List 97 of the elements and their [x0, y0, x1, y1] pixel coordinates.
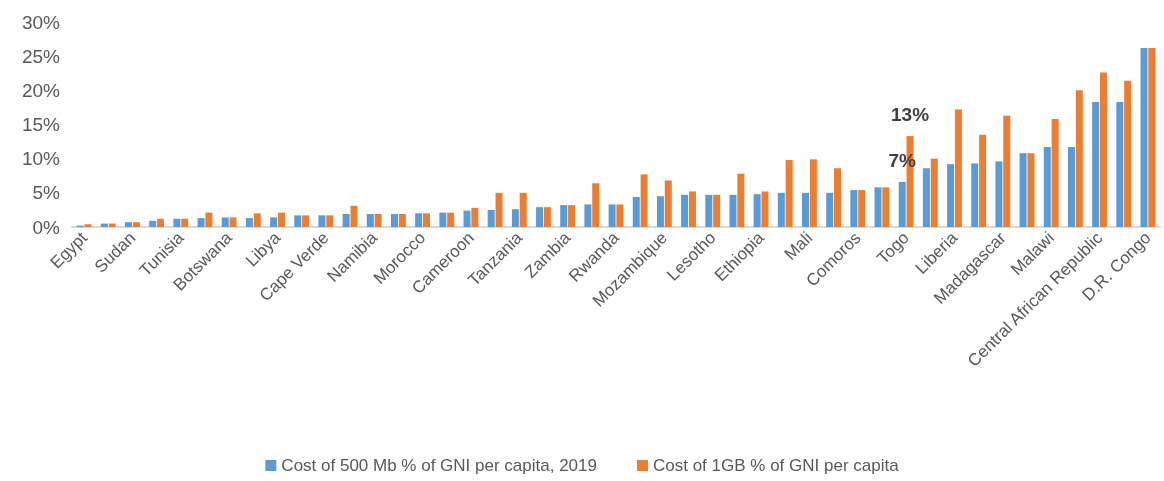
- bar: [954, 109, 962, 227]
- bar: [802, 192, 809, 227]
- bar: [447, 212, 455, 227]
- bar: [1116, 101, 1124, 227]
- bar: [1148, 47, 1156, 227]
- bar: [245, 218, 253, 227]
- bar: [495, 192, 503, 227]
- bar: [277, 212, 285, 227]
- bar: [560, 205, 568, 227]
- bar: [294, 215, 302, 227]
- bar: [656, 196, 664, 227]
- y-tick-label: 30%: [21, 11, 61, 33]
- bar: [608, 204, 616, 227]
- data-label: 13%: [891, 104, 930, 126]
- bar: [858, 190, 866, 227]
- bar: [318, 215, 326, 227]
- bar: [809, 159, 817, 227]
- y-tick-label: 0%: [32, 216, 61, 238]
- bar: [157, 218, 165, 227]
- bar: [463, 210, 471, 227]
- y-tick-label: 25%: [21, 45, 61, 67]
- bar: [302, 215, 310, 227]
- bar: [930, 158, 938, 227]
- bar: [350, 205, 358, 227]
- bar: [979, 134, 987, 227]
- bar: [882, 187, 890, 227]
- bar: [737, 173, 745, 227]
- bar: [616, 204, 624, 227]
- bar: [592, 183, 600, 227]
- bar: [705, 194, 713, 227]
- bar: [181, 218, 189, 227]
- bar: [149, 220, 157, 227]
- bar: [270, 217, 278, 227]
- bar: [1140, 47, 1148, 227]
- bar: [132, 222, 140, 227]
- bar: [777, 192, 785, 227]
- bar: [761, 191, 769, 227]
- bar: [753, 194, 761, 227]
- bar: [366, 214, 374, 227]
- bar: [390, 214, 398, 227]
- bar: [995, 161, 1003, 227]
- legend-label: Cost of 1GB % of GNI per capita: [652, 456, 900, 475]
- bar: [1027, 153, 1035, 227]
- bar: [826, 192, 834, 227]
- bar: [487, 209, 495, 227]
- bar: [423, 213, 430, 227]
- bar: [947, 164, 955, 227]
- bar: [688, 191, 696, 227]
- bar: [253, 213, 261, 227]
- bar: [785, 160, 793, 227]
- bar: [834, 168, 842, 227]
- bar: [374, 214, 382, 227]
- bar: [1043, 147, 1051, 227]
- bar: [1003, 115, 1011, 227]
- y-tick-label: 15%: [21, 114, 61, 135]
- bar: [898, 181, 906, 227]
- bar: [1019, 153, 1027, 227]
- bar: [681, 194, 689, 227]
- bar: [729, 194, 737, 227]
- bar: [326, 215, 334, 227]
- bar: [439, 212, 447, 227]
- bar: [632, 196, 640, 227]
- bar: [398, 214, 406, 227]
- x-tick-label: Togo: [873, 228, 913, 268]
- bar: [1099, 72, 1107, 227]
- bar: [640, 174, 648, 227]
- bar: [536, 207, 544, 227]
- bar: [1067, 147, 1075, 227]
- bar: [125, 222, 133, 227]
- bar: [971, 163, 979, 227]
- legend-label: Cost of 500 Mb % of GNI per capita, 2019: [281, 456, 597, 475]
- y-tick-label: 20%: [21, 79, 61, 101]
- y-tick-label: 5%: [32, 182, 61, 204]
- bar: [568, 205, 576, 227]
- bar: [173, 218, 181, 227]
- bar: [229, 217, 237, 227]
- bar: [197, 218, 205, 227]
- bar: [664, 180, 672, 227]
- bar: [519, 192, 527, 227]
- bar: [221, 217, 229, 227]
- bar: [584, 204, 592, 227]
- bar: [511, 209, 519, 227]
- y-tick-label: 10%: [21, 148, 61, 170]
- bar: [922, 168, 930, 227]
- bar: [543, 207, 551, 227]
- bar: [205, 212, 213, 227]
- bar: [874, 187, 882, 227]
- bar: [1051, 119, 1059, 227]
- bar: [713, 194, 721, 227]
- bar: [1124, 80, 1132, 227]
- bar: [850, 190, 858, 227]
- bar: [415, 213, 423, 227]
- bar: [84, 224, 92, 227]
- bar: [1092, 101, 1100, 227]
- bar: [471, 207, 479, 227]
- bar: [342, 214, 350, 227]
- bar: [1075, 90, 1083, 227]
